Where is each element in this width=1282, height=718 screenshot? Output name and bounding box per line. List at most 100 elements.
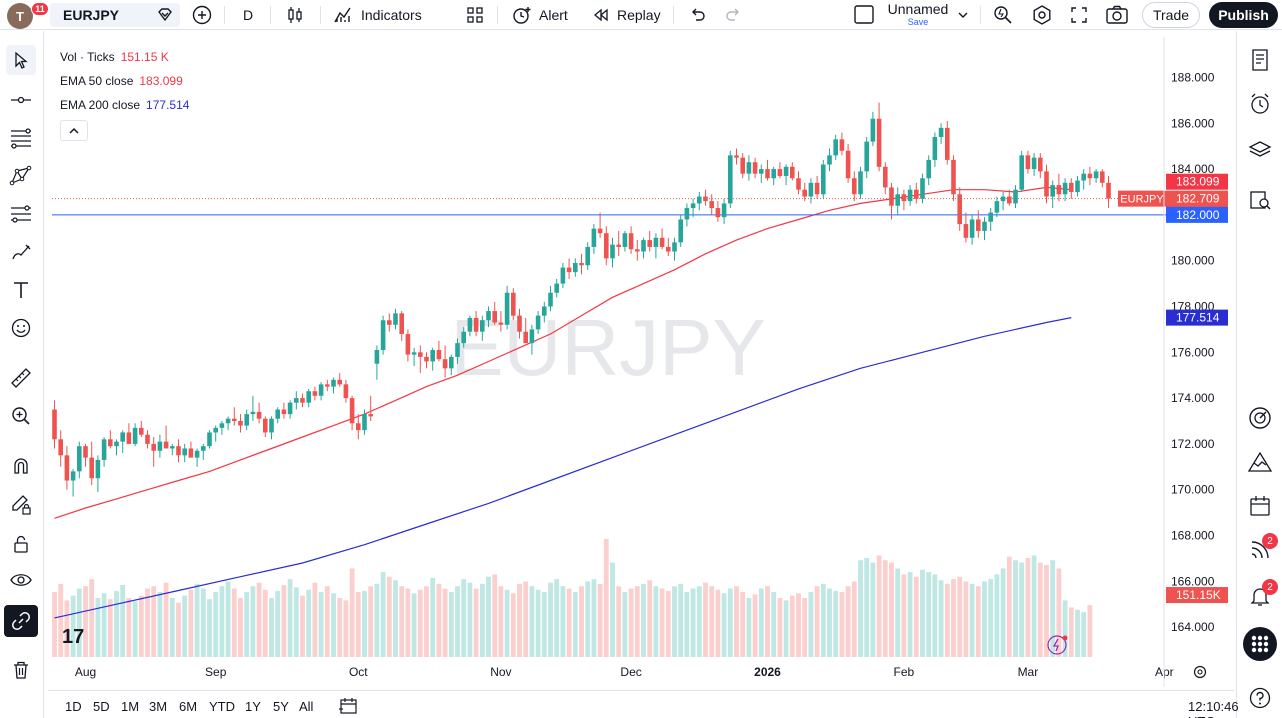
- range-6m[interactable]: 6M: [179, 699, 198, 714]
- volume-bar: [1000, 568, 1006, 657]
- publish-button[interactable]: Publish: [1209, 2, 1278, 28]
- watermark: EURJPY: [450, 303, 766, 392]
- collapse-legend-button[interactable]: [60, 120, 88, 141]
- candle: [1056, 185, 1062, 195]
- emoji-icon[interactable]: [6, 313, 36, 343]
- date-range-calendar-icon[interactable]: [338, 697, 360, 718]
- undo-icon[interactable]: [687, 0, 707, 29]
- indicators-button[interactable]: Indicators: [333, 0, 422, 29]
- eye-icon[interactable]: [6, 565, 36, 595]
- magnet-icon[interactable]: [6, 451, 36, 481]
- candle: [839, 139, 845, 151]
- volume-bar: [1019, 562, 1025, 657]
- volume-bar: [585, 581, 591, 657]
- fullscreen-icon[interactable]: [1069, 0, 1089, 29]
- text-tool-icon[interactable]: [6, 275, 36, 305]
- candle: [901, 194, 907, 202]
- volume-bar: [107, 599, 113, 657]
- price-chart[interactable]: EURJPY 164.000 166.000 168.000 170.000 172.00…: [48, 37, 1233, 687]
- legend-volume[interactable]: Vol · Ticks 151.15 K: [60, 45, 189, 69]
- camera-icon[interactable]: [1105, 0, 1129, 29]
- link-icon[interactable]: [4, 605, 38, 637]
- pattern-tool-icon[interactable]: [6, 161, 36, 191]
- interval-button[interactable]: D: [243, 0, 253, 29]
- candle: [752, 162, 758, 174]
- volume-bar: [324, 586, 330, 657]
- range-1m[interactable]: 1M: [121, 699, 140, 714]
- range-ytd[interactable]: YTD: [209, 699, 235, 714]
- zoom-in-icon[interactable]: [6, 401, 36, 431]
- layout-name[interactable]: Unnamed Save: [886, 2, 950, 28]
- data-window-icon[interactable]: [1245, 185, 1275, 215]
- help-icon[interactable]: [1245, 683, 1275, 713]
- last-price-symbol-text: EURJPY: [1120, 194, 1164, 206]
- candle: [1050, 185, 1055, 197]
- range-1y[interactable]: 1Y: [245, 699, 261, 714]
- candle: [101, 439, 107, 460]
- legend-ema200[interactable]: EMA 200 close 177.514: [60, 93, 189, 117]
- ruler-icon[interactable]: [6, 363, 36, 393]
- x-tick-label: Aug: [75, 665, 96, 679]
- user-avatar[interactable]: T 11: [7, 2, 49, 29]
- layers-icon[interactable]: [1245, 135, 1275, 165]
- x-tick-label: Dec: [620, 665, 641, 679]
- settings-gear-icon[interactable]: [1031, 0, 1053, 29]
- candle: [430, 350, 435, 362]
- trade-button[interactable]: Trade: [1142, 2, 1200, 28]
- target-icon[interactable]: [1245, 403, 1275, 433]
- calendar-icon[interactable]: [1245, 491, 1275, 521]
- pencil-lock-icon[interactable]: [6, 489, 36, 519]
- candles-icon[interactable]: [285, 0, 305, 29]
- range-all[interactable]: All: [299, 699, 314, 714]
- volume-bar: [461, 579, 467, 657]
- legend-ema50[interactable]: EMA 50 close 183.099: [60, 69, 189, 93]
- alarm-icon[interactable]: [1245, 89, 1275, 119]
- trend-line-icon[interactable]: [6, 85, 36, 115]
- candle: [77, 446, 82, 472]
- add-symbol-icon[interactable]: [191, 0, 213, 29]
- fib-retracement-icon[interactable]: [6, 123, 36, 153]
- apps-grid-icon[interactable]: [1243, 627, 1277, 661]
- redo-icon[interactable]: [724, 0, 744, 29]
- lock-icon[interactable]: [6, 529, 36, 559]
- volume-bar: [641, 583, 646, 657]
- volume-bar: [250, 586, 256, 657]
- candle: [281, 409, 287, 415]
- volume-bar: [628, 588, 634, 657]
- volume-value: 151.15 K: [120, 50, 169, 64]
- volume-bar: [479, 583, 485, 657]
- candle: [517, 315, 522, 332]
- mountain-icon[interactable]: [1245, 447, 1275, 477]
- candle: [263, 418, 268, 433]
- cursor-icon[interactable]: [6, 45, 36, 75]
- range-1d[interactable]: 1D: [65, 699, 82, 714]
- chevron-down-icon[interactable]: [956, 0, 970, 29]
- candle: [529, 329, 535, 344]
- volume-bar: [1062, 600, 1068, 657]
- volume-bar: [690, 588, 696, 657]
- candle: [852, 178, 857, 195]
- range-5d[interactable]: 5D: [93, 699, 110, 714]
- candle: [108, 439, 113, 447]
- symbol-search[interactable]: [50, 3, 180, 27]
- divider: [224, 6, 225, 24]
- notification-badge: 11: [31, 2, 49, 16]
- brush-icon[interactable]: [6, 237, 36, 267]
- volume-bar: [1044, 564, 1049, 657]
- candle: [895, 194, 900, 206]
- trash-icon[interactable]: [6, 655, 36, 685]
- quick-search-icon[interactable]: [992, 0, 1014, 29]
- templates-icon[interactable]: [465, 0, 485, 29]
- clock-time[interactable]: 12:10:46 UTC: [1188, 699, 1239, 718]
- chevron-up-icon: [69, 127, 79, 134]
- range-3m[interactable]: 3M: [149, 699, 168, 714]
- watchlist-diamond-icon[interactable]: [155, 0, 175, 29]
- drawing-toolbar: [0, 31, 44, 718]
- forecast-tool-icon[interactable]: [6, 199, 36, 229]
- alert-button[interactable]: Alert: [511, 0, 568, 29]
- range-5y[interactable]: 5Y: [273, 699, 289, 714]
- replay-button[interactable]: Replay: [591, 0, 661, 29]
- layout-checkbox-icon[interactable]: [853, 0, 875, 29]
- watchlist-icon[interactable]: [1245, 45, 1275, 75]
- ideas-stream-icon[interactable]: [1245, 535, 1275, 565]
